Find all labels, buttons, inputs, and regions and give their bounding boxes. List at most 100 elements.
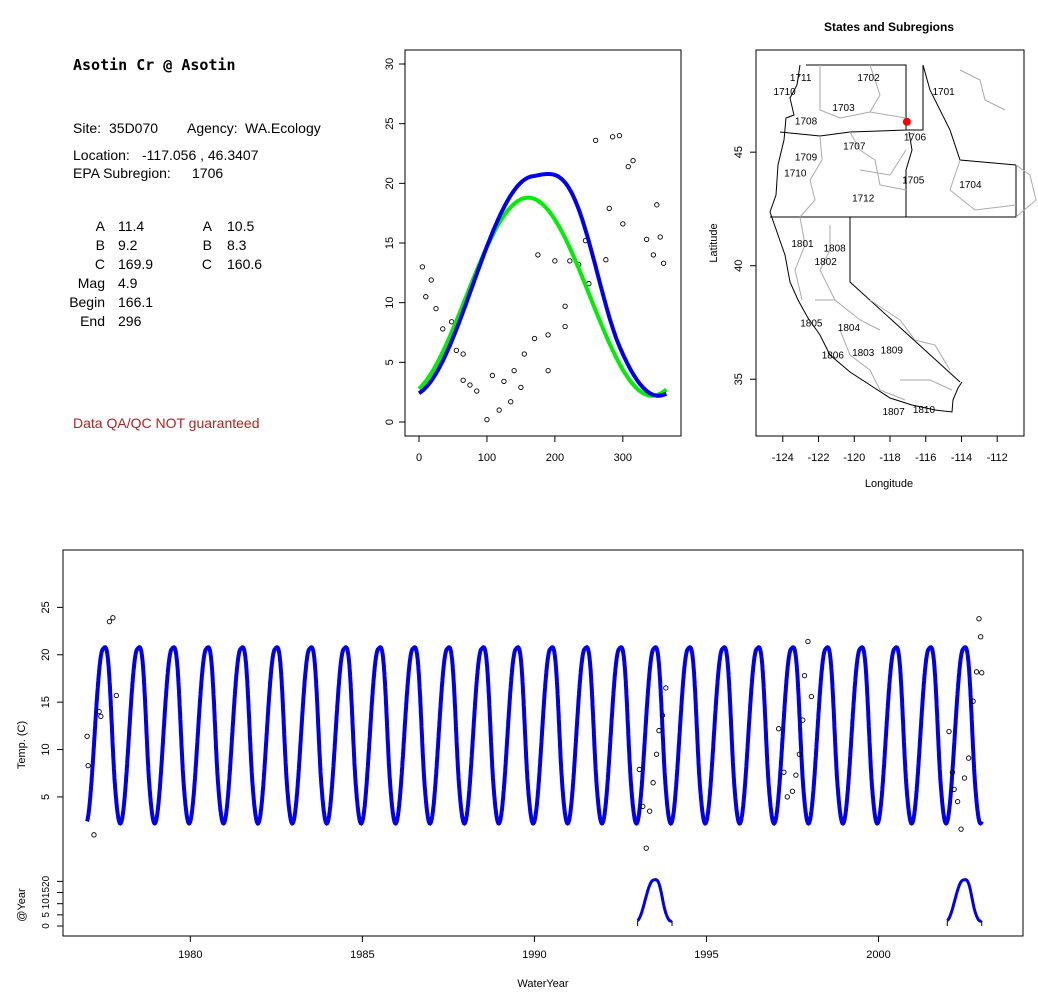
seasonal-point [603, 257, 609, 263]
param-value-b: 9.2 [118, 237, 138, 253]
timeseries-point [106, 618, 113, 625]
seasonal-point [501, 378, 507, 385]
state-boundaries [770, 64, 1017, 383]
timeseries-point [98, 713, 104, 720]
timeseries-point [84, 733, 90, 739]
subregion-labels: 1702 1711 1710 1701 1703 1708 1706 1707 1709 1710… [773, 73, 981, 418]
location-value: -117.056 , 46.3407 [142, 147, 259, 163]
timeseries-point [951, 786, 957, 792]
param-value-a: 11.4 [118, 218, 145, 234]
subregion-label: 1710 [773, 87, 796, 98]
year-y-tick-label: 10 [41, 898, 52, 910]
param-label-a: A [95, 218, 105, 234]
timeseries-point [946, 728, 952, 735]
subregion-label: 1803 [852, 348, 875, 359]
param-value-end: 296 [118, 313, 142, 329]
seasonal-point [643, 236, 650, 243]
seasonal-point [650, 252, 657, 258]
seasonal-point [484, 416, 490, 423]
param2-label-c: C [201, 256, 212, 272]
param2-value-a: 10.5 [227, 218, 255, 234]
seasonal-point [606, 205, 612, 212]
seasonal-point [474, 388, 480, 394]
seasonal-point [521, 351, 527, 357]
seasonal-point [440, 326, 446, 332]
timeseries-fit-line [85, 645, 984, 826]
year-y-label: @Year [16, 888, 28, 922]
map-y-tick-label: 40 [733, 260, 745, 272]
seasonal-point [625, 163, 631, 170]
seasonal-point [448, 319, 455, 325]
location-label: Location: [73, 147, 130, 163]
param-label-b: B [95, 237, 105, 253]
subregion-label: 1710 [784, 169, 807, 180]
agency-value: WA.Ecology [245, 120, 321, 136]
timeseries-plot-frame [62, 549, 1024, 937]
seasonal-fit-primary-line [417, 172, 668, 398]
timeseries-point [979, 670, 985, 676]
timeseries-data-points [84, 615, 985, 851]
temp-y-tick-label: 20 [40, 649, 52, 661]
annual-fit-curve [946, 878, 983, 923]
timeseries-point [976, 616, 982, 622]
subregion-label: 1805 [800, 318, 823, 329]
subregion-label: 1707 [843, 141, 866, 152]
timeseries-point [663, 685, 669, 691]
map-x-tick-label: -122 [808, 452, 830, 464]
timeseries-point [659, 712, 666, 719]
seasonal-point [467, 382, 473, 388]
timeseries-point [640, 803, 646, 810]
timeseries-point [113, 692, 119, 699]
seasonal-y-tick-label: 10 [384, 297, 396, 309]
map-x-tick-label: -116 [915, 452, 936, 464]
timeseries-point [978, 634, 984, 640]
seasonal-point [562, 323, 568, 330]
map-y-label: Latitude [708, 223, 720, 262]
seasonal-point [511, 368, 517, 374]
timeseries-point [796, 751, 802, 757]
seasonal-point [593, 137, 599, 144]
seasonal-y-tick-label: 15 [384, 237, 396, 249]
annual-fit-curve [636, 878, 673, 923]
seasonal-point [545, 368, 551, 374]
seasonal-point [453, 347, 460, 354]
map-x-tick-label: -114 [951, 452, 972, 464]
seasonal-data-points [419, 132, 667, 423]
subregion-label: 1807 [882, 407, 905, 418]
seasonal-x-tick-label: 100 [478, 452, 496, 464]
param2-value-c: 160.6 [227, 256, 263, 272]
subregion-label: 1701 [932, 87, 955, 98]
timeseries-point [784, 794, 790, 800]
coastline [769, 64, 963, 413]
temp-y-label: Temp. (C) [16, 721, 28, 769]
timeseries-x-tick-label: 2000 [866, 949, 890, 961]
timeseries-point [647, 808, 653, 814]
timeseries-point [954, 799, 961, 805]
timeseries-x-tick-label: 1985 [350, 949, 374, 961]
seasonal-point [657, 234, 663, 240]
timeseries-point [793, 772, 799, 778]
timeseries-point [965, 755, 972, 761]
timeseries-point [643, 845, 649, 851]
seasonal-y-tick-label: 25 [384, 118, 396, 130]
subregion-label: 1704 [959, 180, 982, 191]
seasonal-plot-frame [404, 49, 682, 437]
timeseries-point [776, 726, 782, 732]
seasonal-point [428, 277, 434, 283]
map-axis-ticks: -124 -122 -120 -118 -116 -114 -112 35 40 45 [733, 146, 1008, 464]
param-value-c: 169.9 [118, 256, 154, 272]
temp-y-tick-label: 15 [40, 696, 52, 708]
seasonal-y-tick-label: 0 [384, 419, 396, 425]
timeseries-point [958, 826, 964, 832]
seasonal-point [567, 258, 573, 264]
agency-label: Agency: [187, 120, 238, 136]
temp-y-tick-label: 5 [40, 794, 52, 800]
seasonal-point [630, 158, 636, 164]
seasonal-point [460, 351, 466, 357]
map-y-tick-label: 35 [733, 373, 745, 385]
seasonal-point [654, 202, 660, 208]
seasonal-axis-ticks: 0 100 200 300 0 5 10 15 20 25 30 [384, 58, 632, 464]
seasonal-point [489, 372, 496, 379]
